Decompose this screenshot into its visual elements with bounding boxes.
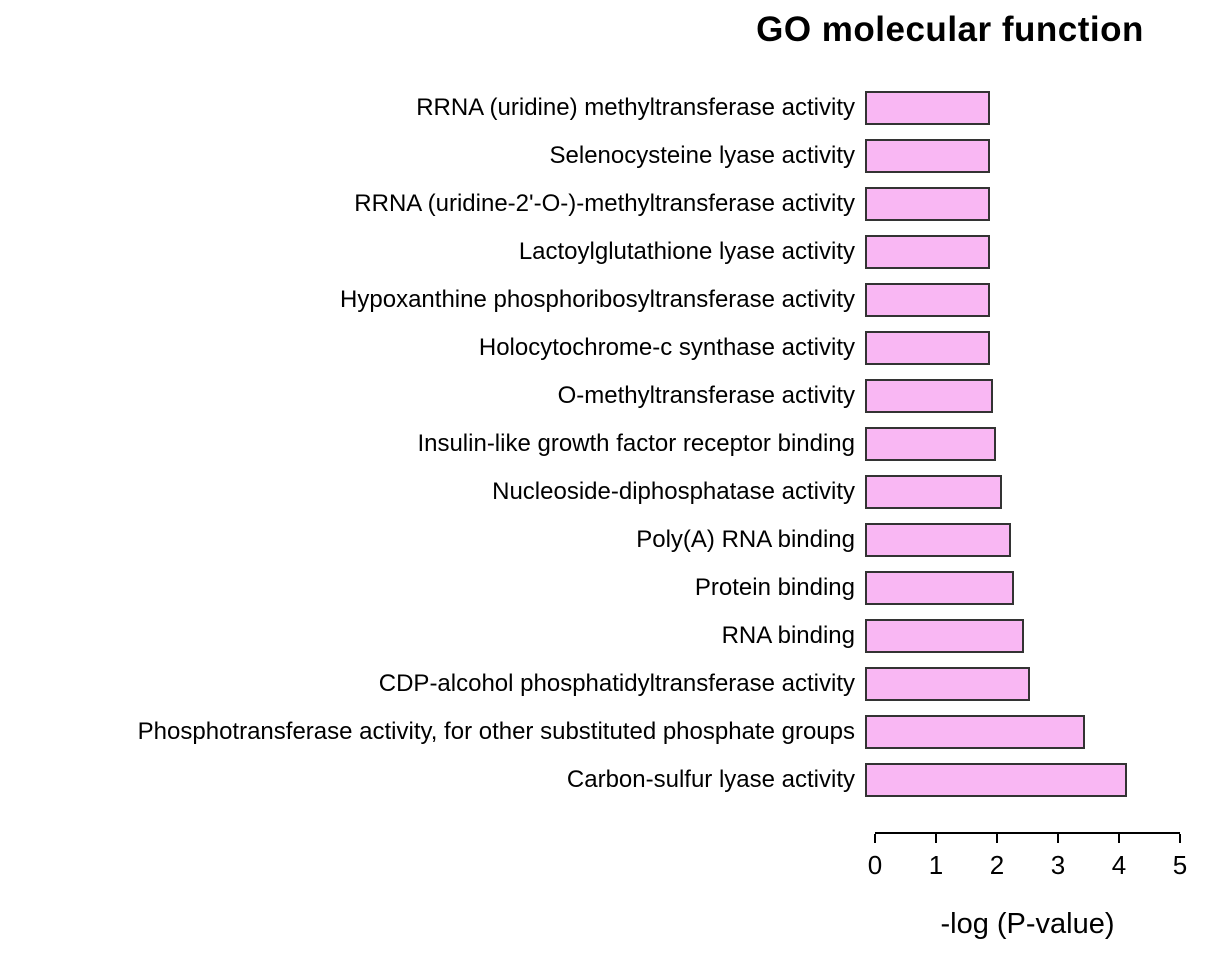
bar <box>865 715 1085 749</box>
bar <box>865 283 991 317</box>
category-label: Protein binding <box>694 574 855 601</box>
category-label: Poly(A) RNA binding <box>636 526 855 553</box>
x-axis-tick <box>935 834 937 843</box>
bar-area <box>865 91 1170 125</box>
bar-row: CDP-alcohol phosphatidyltransferase acti… <box>0 660 1180 708</box>
bar <box>865 379 994 413</box>
bar-area <box>865 235 1170 269</box>
bar-area <box>865 475 1170 509</box>
x-axis-label: -log (P-value) <box>940 908 1115 940</box>
category-label: Hypoxanthine phosphoribosyltransferase a… <box>340 286 855 313</box>
bar <box>865 91 991 125</box>
bar-row: Insulin-like growth factor receptor bind… <box>0 420 1180 468</box>
bar-area <box>865 667 1170 701</box>
bar-row: RRNA (uridine-2'-O-)-methyltransferase a… <box>0 180 1180 228</box>
bar <box>865 667 1030 701</box>
bar <box>865 139 991 173</box>
x-axis-tick <box>1179 834 1181 843</box>
x-axis-tick <box>996 834 998 843</box>
chart-title: GO molecular function <box>756 10 1144 49</box>
category-label: RRNA (uridine) methyltransferase activit… <box>416 94 855 121</box>
x-axis: 0 1 2 3 4 5 <box>868 832 1187 880</box>
bar-area <box>865 523 1170 557</box>
category-label: Selenocysteine lyase activity <box>549 142 855 169</box>
bar <box>865 763 1128 797</box>
bar-row: Lactoylglutathione lyase activity <box>0 228 1180 276</box>
bar <box>865 475 1003 509</box>
bar-row: RNA binding <box>0 612 1180 660</box>
bar-area <box>865 283 1170 317</box>
bar <box>865 523 1012 557</box>
category-label: Nucleoside-diphosphatase activity <box>492 478 855 505</box>
bar-row: Holocytochrome-c synthase activity <box>0 324 1180 372</box>
bar-area <box>865 571 1170 605</box>
bar <box>865 331 991 365</box>
x-axis-tick-label: 0 <box>867 850 883 880</box>
bar-row: Carbon-sulfur lyase activity <box>0 756 1180 804</box>
x-axis-tick <box>874 834 876 843</box>
category-label: CDP-alcohol phosphatidyltransferase acti… <box>378 670 855 697</box>
category-label: Holocytochrome-c synthase activity <box>478 334 855 361</box>
bar-area <box>865 187 1170 221</box>
x-axis-tick <box>1057 834 1059 843</box>
category-label: Phosphotransferase activity, for other s… <box>137 718 855 745</box>
bar-area <box>865 379 1170 413</box>
bar <box>865 427 997 461</box>
category-label: Carbon-sulfur lyase activity <box>566 766 855 793</box>
x-axis-tick-label: 4 <box>1111 850 1127 880</box>
bars-container: RRNA (uridine) methyltransferase activit… <box>0 84 1180 804</box>
category-label: RRNA (uridine-2'-O-)-methyltransferase a… <box>354 190 855 217</box>
x-axis-tick-label: 5 <box>1172 850 1188 880</box>
bar-row: Protein binding <box>0 564 1180 612</box>
bar-row: RRNA (uridine) methyltransferase activit… <box>0 84 1180 132</box>
bar-row: Phosphotransferase activity, for other s… <box>0 708 1180 756</box>
bar-row: Hypoxanthine phosphoribosyltransferase a… <box>0 276 1180 324</box>
bar-row: O-methyltransferase activity <box>0 372 1180 420</box>
bar <box>865 571 1015 605</box>
x-axis-tick-label: 1 <box>928 850 944 880</box>
x-axis-tick <box>1118 834 1120 843</box>
bar-row: Selenocysteine lyase activity <box>0 132 1180 180</box>
bar-row: Nucleoside-diphosphatase activity <box>0 468 1180 516</box>
category-label: Lactoylglutathione lyase activity <box>518 238 855 265</box>
bar-area <box>865 763 1170 797</box>
category-label: O-methyltransferase activity <box>557 382 855 409</box>
bar <box>865 235 991 269</box>
category-label: Insulin-like growth factor receptor bind… <box>417 430 855 457</box>
bar-row: Poly(A) RNA binding <box>0 516 1180 564</box>
category-label: RNA binding <box>721 622 855 649</box>
bar-area <box>865 427 1170 461</box>
x-axis-tick-label: 3 <box>1050 850 1066 880</box>
bar-area <box>865 331 1170 365</box>
bar-area <box>865 139 1170 173</box>
bar-area <box>865 619 1170 653</box>
x-axis-tick-label: 2 <box>989 850 1005 880</box>
bar-area <box>865 715 1170 749</box>
bar <box>865 187 991 221</box>
bar <box>865 619 1024 653</box>
